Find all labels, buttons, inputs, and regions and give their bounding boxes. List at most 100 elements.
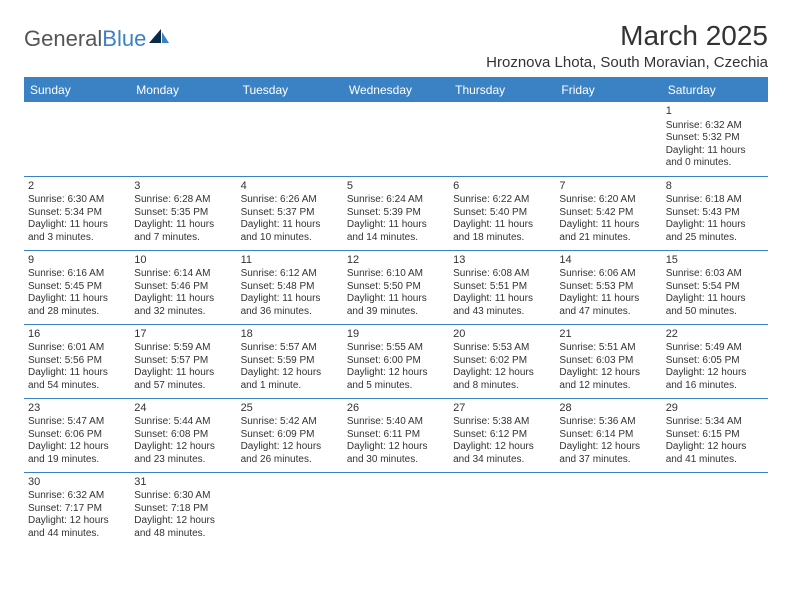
calendar-row: 16Sunrise: 6:01 AMSunset: 5:56 PMDayligh…: [24, 324, 768, 398]
sunset-text: Sunset: 5:59 PM: [241, 355, 339, 368]
day-info: Sunrise: 5:42 AMSunset: 6:09 PMDaylight:…: [241, 416, 339, 466]
calendar-cell: 9Sunrise: 6:16 AMSunset: 5:45 PMDaylight…: [24, 250, 130, 324]
weekday-header: Monday: [130, 78, 236, 102]
day-number: 20: [453, 328, 551, 342]
sunrise-text: Sunrise: 6:22 AM: [453, 194, 551, 207]
day-number: 10: [134, 254, 232, 268]
calendar-cell: [555, 472, 661, 546]
daylight-text: Daylight: 11 hours and 43 minutes.: [453, 293, 551, 318]
calendar-row: 23Sunrise: 5:47 AMSunset: 6:06 PMDayligh…: [24, 398, 768, 472]
day-info: Sunrise: 6:03 AMSunset: 5:54 PMDaylight:…: [666, 268, 764, 318]
daylight-text: Daylight: 11 hours and 36 minutes.: [241, 293, 339, 318]
sunrise-text: Sunrise: 5:36 AM: [559, 416, 657, 429]
title-block: March 2025 Hroznova Lhota, South Moravia…: [486, 20, 768, 71]
daylight-text: Daylight: 11 hours and 0 minutes.: [666, 145, 764, 170]
sunrise-text: Sunrise: 6:01 AM: [28, 342, 126, 355]
sunset-text: Sunset: 5:35 PM: [134, 207, 232, 220]
sunrise-text: Sunrise: 6:08 AM: [453, 268, 551, 281]
daylight-text: Daylight: 12 hours and 44 minutes.: [28, 515, 126, 540]
calendar-cell: 21Sunrise: 5:51 AMSunset: 6:03 PMDayligh…: [555, 324, 661, 398]
day-number: 3: [134, 180, 232, 194]
calendar-row: 9Sunrise: 6:16 AMSunset: 5:45 PMDaylight…: [24, 250, 768, 324]
calendar-row: 2Sunrise: 6:30 AMSunset: 5:34 PMDaylight…: [24, 176, 768, 250]
weekday-header-row: Sunday Monday Tuesday Wednesday Thursday…: [24, 78, 768, 102]
daylight-text: Daylight: 12 hours and 34 minutes.: [453, 441, 551, 466]
calendar-cell: 13Sunrise: 6:08 AMSunset: 5:51 PMDayligh…: [449, 250, 555, 324]
calendar-table: Sunday Monday Tuesday Wednesday Thursday…: [24, 78, 768, 546]
day-info: Sunrise: 6:32 AMSunset: 5:32 PMDaylight:…: [666, 120, 764, 170]
day-number: 18: [241, 328, 339, 342]
calendar-cell: [555, 102, 661, 176]
day-number: 9: [28, 254, 126, 268]
logo-text-general: General: [24, 26, 102, 52]
calendar-cell: 8Sunrise: 6:18 AMSunset: 5:43 PMDaylight…: [662, 176, 768, 250]
calendar-cell: 2Sunrise: 6:30 AMSunset: 5:34 PMDaylight…: [24, 176, 130, 250]
sunset-text: Sunset: 5:37 PM: [241, 207, 339, 220]
day-number: 17: [134, 328, 232, 342]
sunset-text: Sunset: 5:51 PM: [453, 281, 551, 294]
day-info: Sunrise: 6:12 AMSunset: 5:48 PMDaylight:…: [241, 268, 339, 318]
day-info: Sunrise: 6:14 AMSunset: 5:46 PMDaylight:…: [134, 268, 232, 318]
calendar-cell: [449, 102, 555, 176]
day-number: 19: [347, 328, 445, 342]
calendar-cell: 6Sunrise: 6:22 AMSunset: 5:40 PMDaylight…: [449, 176, 555, 250]
sunset-text: Sunset: 6:03 PM: [559, 355, 657, 368]
day-number: 27: [453, 402, 551, 416]
calendar-cell: 22Sunrise: 5:49 AMSunset: 6:05 PMDayligh…: [662, 324, 768, 398]
calendar-cell: 11Sunrise: 6:12 AMSunset: 5:48 PMDayligh…: [237, 250, 343, 324]
sunrise-text: Sunrise: 6:26 AM: [241, 194, 339, 207]
calendar-cell: 15Sunrise: 6:03 AMSunset: 5:54 PMDayligh…: [662, 250, 768, 324]
sunset-text: Sunset: 6:00 PM: [347, 355, 445, 368]
daylight-text: Daylight: 12 hours and 23 minutes.: [134, 441, 232, 466]
weekday-header: Tuesday: [237, 78, 343, 102]
calendar-page: GeneralBlue March 2025 Hroznova Lhota, S…: [0, 0, 792, 566]
daylight-text: Daylight: 11 hours and 10 minutes.: [241, 219, 339, 244]
sunset-text: Sunset: 6:12 PM: [453, 429, 551, 442]
calendar-cell: [237, 102, 343, 176]
calendar-cell: 26Sunrise: 5:40 AMSunset: 6:11 PMDayligh…: [343, 398, 449, 472]
sunrise-text: Sunrise: 6:10 AM: [347, 268, 445, 281]
day-number: 28: [559, 402, 657, 416]
daylight-text: Daylight: 11 hours and 39 minutes.: [347, 293, 445, 318]
sunrise-text: Sunrise: 5:34 AM: [666, 416, 764, 429]
day-number: 23: [28, 402, 126, 416]
day-info: Sunrise: 5:36 AMSunset: 6:14 PMDaylight:…: [559, 416, 657, 466]
day-number: 21: [559, 328, 657, 342]
weekday-header: Wednesday: [343, 78, 449, 102]
day-info: Sunrise: 6:24 AMSunset: 5:39 PMDaylight:…: [347, 194, 445, 244]
calendar-cell: 14Sunrise: 6:06 AMSunset: 5:53 PMDayligh…: [555, 250, 661, 324]
sunset-text: Sunset: 5:40 PM: [453, 207, 551, 220]
sunrise-text: Sunrise: 6:16 AM: [28, 268, 126, 281]
calendar-cell: 27Sunrise: 5:38 AMSunset: 6:12 PMDayligh…: [449, 398, 555, 472]
daylight-text: Daylight: 12 hours and 41 minutes.: [666, 441, 764, 466]
sunrise-text: Sunrise: 6:28 AM: [134, 194, 232, 207]
day-info: Sunrise: 6:32 AMSunset: 7:17 PMDaylight:…: [28, 490, 126, 540]
sunset-text: Sunset: 6:05 PM: [666, 355, 764, 368]
sunrise-text: Sunrise: 6:32 AM: [28, 490, 126, 503]
day-info: Sunrise: 5:34 AMSunset: 6:15 PMDaylight:…: [666, 416, 764, 466]
sunrise-text: Sunrise: 6:03 AM: [666, 268, 764, 281]
calendar-row: 1Sunrise: 6:32 AMSunset: 5:32 PMDaylight…: [24, 102, 768, 176]
day-number: 11: [241, 254, 339, 268]
calendar-cell: 19Sunrise: 5:55 AMSunset: 6:00 PMDayligh…: [343, 324, 449, 398]
sunset-text: Sunset: 6:08 PM: [134, 429, 232, 442]
calendar-cell: [237, 472, 343, 546]
daylight-text: Daylight: 12 hours and 16 minutes.: [666, 367, 764, 392]
day-info: Sunrise: 5:47 AMSunset: 6:06 PMDaylight:…: [28, 416, 126, 466]
calendar-cell: 29Sunrise: 5:34 AMSunset: 6:15 PMDayligh…: [662, 398, 768, 472]
day-number: 4: [241, 180, 339, 194]
daylight-text: Daylight: 12 hours and 37 minutes.: [559, 441, 657, 466]
day-number: 30: [28, 476, 126, 490]
calendar-cell: 12Sunrise: 6:10 AMSunset: 5:50 PMDayligh…: [343, 250, 449, 324]
logo-text-blue: Blue: [102, 26, 146, 52]
sunset-text: Sunset: 5:57 PM: [134, 355, 232, 368]
day-info: Sunrise: 5:53 AMSunset: 6:02 PMDaylight:…: [453, 342, 551, 392]
day-info: Sunrise: 6:06 AMSunset: 5:53 PMDaylight:…: [559, 268, 657, 318]
day-number: 16: [28, 328, 126, 342]
sunrise-text: Sunrise: 6:18 AM: [666, 194, 764, 207]
calendar-cell: 3Sunrise: 6:28 AMSunset: 5:35 PMDaylight…: [130, 176, 236, 250]
day-info: Sunrise: 6:28 AMSunset: 5:35 PMDaylight:…: [134, 194, 232, 244]
weekday-header: Sunday: [24, 78, 130, 102]
day-info: Sunrise: 5:40 AMSunset: 6:11 PMDaylight:…: [347, 416, 445, 466]
daylight-text: Daylight: 11 hours and 14 minutes.: [347, 219, 445, 244]
